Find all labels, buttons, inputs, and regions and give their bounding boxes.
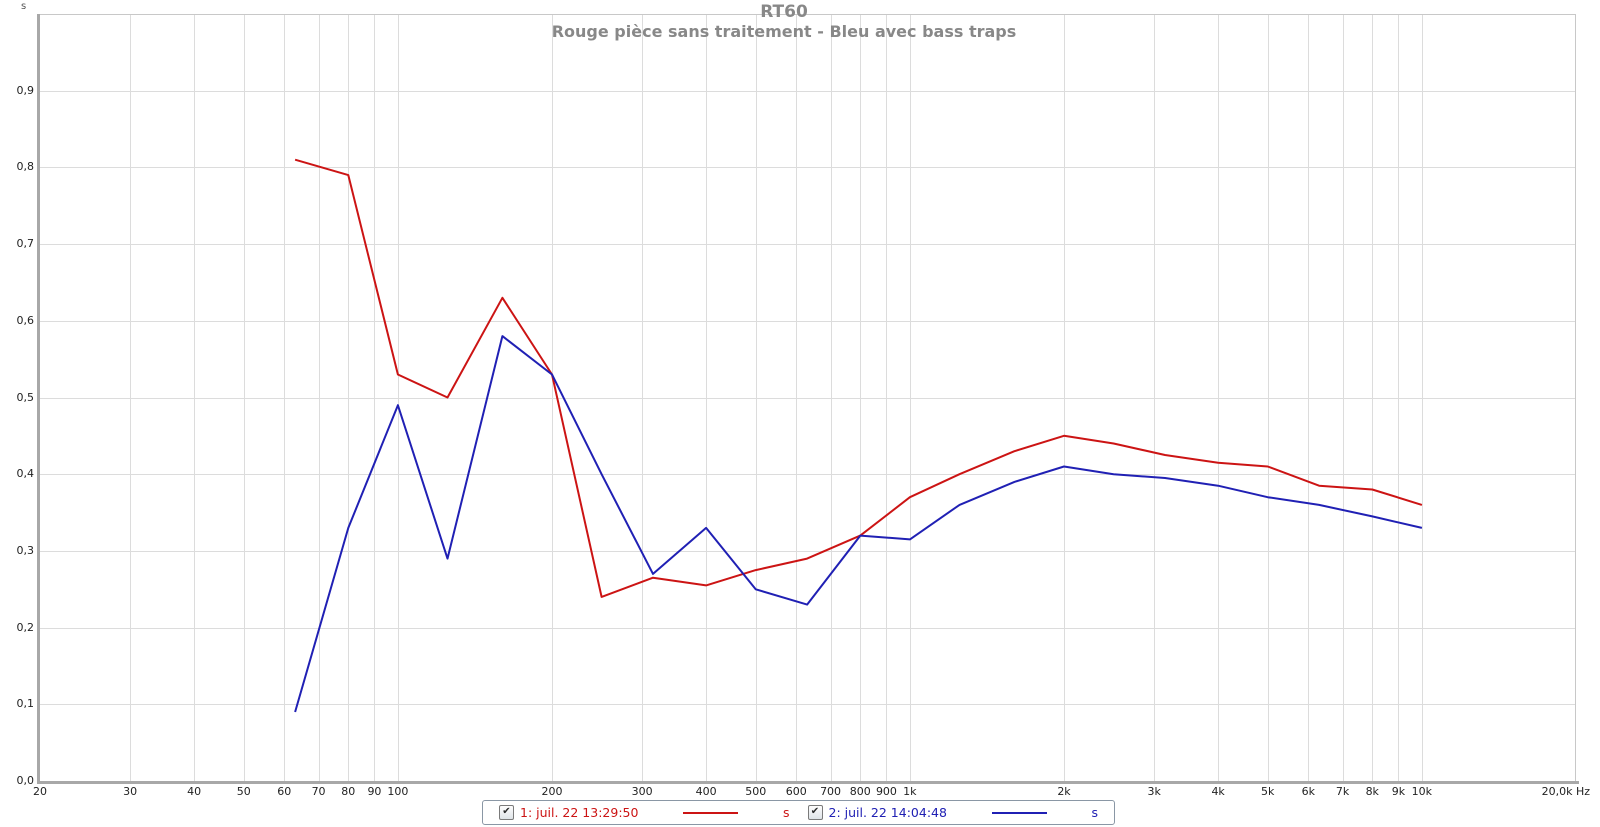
- y-axis-unit-label: s: [21, 1, 27, 12]
- legend-label-1: 1: juil. 22 13:29:50: [520, 805, 639, 820]
- y-tick-label: 0,7: [16, 237, 35, 251]
- legend-item-1: ✔ 1: juil. 22 13:29:50 s: [499, 805, 790, 820]
- x-tick-label: 80: [341, 785, 356, 798]
- x-tick-label: 50: [236, 785, 251, 798]
- axis-line: [37, 14, 40, 784]
- x-tick-label: 10k: [1411, 785, 1433, 798]
- y-tick-label: 0,0: [16, 774, 35, 787]
- legend-unit-1: s: [782, 805, 790, 820]
- legend: ✔ 1: juil. 22 13:29:50 s ✔ 2: juil. 22 1…: [482, 800, 1115, 825]
- series-line-1: [294, 158, 1423, 598]
- x-tick-label: 700: [820, 785, 842, 798]
- x-tick-label: 400: [695, 785, 717, 798]
- x-tick-label: 9k: [1391, 785, 1406, 798]
- x-tick-label: 5k: [1261, 785, 1275, 798]
- x-tick-label: 40: [187, 785, 202, 798]
- x-tick-label: 60: [277, 785, 292, 798]
- y-tick-label: 0,4: [16, 467, 35, 481]
- x-tick-label: 200: [541, 785, 563, 798]
- x-tick-label: 600: [785, 785, 807, 798]
- x-tick-label: 800: [849, 785, 871, 798]
- x-tick-label: 4k: [1211, 785, 1225, 798]
- legend-checkbox-2[interactable]: ✔: [807, 805, 823, 820]
- x-tick-label: 20: [33, 785, 47, 798]
- axis-line: [37, 781, 1579, 784]
- y-tick-label: 0,9: [16, 83, 35, 97]
- legend-line-sample-1: [683, 811, 739, 814]
- x-tick-label: 2k: [1057, 785, 1071, 798]
- legend-label-2: 2: juil. 22 14:04:48: [828, 805, 947, 820]
- y-tick-label: 0,3: [16, 543, 35, 557]
- x-tick-label: 70: [311, 785, 326, 798]
- x-tick-label: 8k: [1365, 785, 1379, 798]
- x-tick-label: 20,0k Hz: [1541, 785, 1590, 798]
- x-tick-label: 6k: [1301, 785, 1315, 798]
- x-tick-label: 90: [367, 785, 382, 798]
- legend-checkbox-1[interactable]: ✔: [499, 805, 514, 820]
- y-tick-label: 0,2: [16, 620, 35, 634]
- x-tick-label: 30: [123, 785, 138, 798]
- y-tick-label: 0,1: [16, 697, 35, 711]
- y-tick-label: 0,6: [16, 313, 35, 327]
- y-tick-label: 0,8: [16, 160, 35, 174]
- x-tick-label: 1k: [903, 785, 917, 798]
- x-tick-label: 7k: [1335, 785, 1350, 798]
- x-tick-label: 3k: [1147, 785, 1161, 798]
- x-tick-label: 500: [745, 785, 767, 798]
- y-tick-label: 0,5: [16, 390, 35, 404]
- legend-line-sample-2: [991, 811, 1047, 814]
- legend-unit-2: s: [1091, 805, 1098, 820]
- x-tick-label: 900: [875, 785, 897, 798]
- series-line-2: [294, 335, 1423, 713]
- x-tick-label: 300: [631, 785, 653, 798]
- legend-item-2: ✔ 2: juil. 22 14:04:48 s: [807, 805, 1098, 820]
- x-tick-label: 100: [387, 785, 409, 798]
